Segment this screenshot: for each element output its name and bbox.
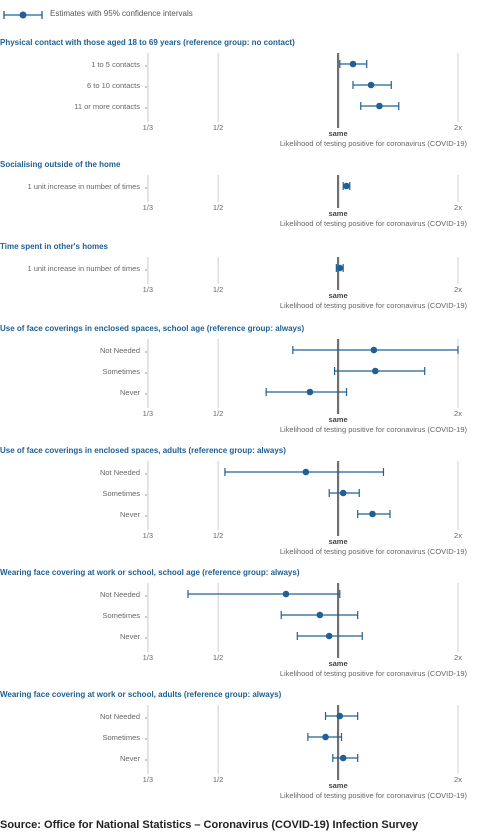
category-label: Never bbox=[120, 754, 141, 763]
category-label: Sometimes bbox=[102, 367, 140, 376]
category-label: Not Needed bbox=[100, 712, 140, 721]
panel-title: Wearing face covering at work or school,… bbox=[0, 568, 300, 577]
estimate-point bbox=[343, 182, 350, 190]
tick-label-same: same bbox=[328, 291, 347, 300]
tick-label: 1/2 bbox=[213, 775, 223, 784]
estimate-point bbox=[302, 468, 310, 476]
estimate-point bbox=[339, 489, 347, 497]
category-label: 1 unit increase in number of times bbox=[27, 264, 140, 273]
x-axis-label: Likelihood of testing positive for coron… bbox=[280, 791, 468, 800]
tick-label: 2x bbox=[454, 531, 462, 540]
estimate-point bbox=[339, 754, 347, 762]
category-label: 6 to 10 contacts bbox=[87, 81, 140, 90]
estimate-point bbox=[336, 264, 344, 272]
category-label: Never bbox=[120, 632, 141, 641]
panel-title: Use of face coverings in enclosed spaces… bbox=[0, 446, 286, 455]
legend-label: Estimates with 95% confidence intervals bbox=[50, 9, 193, 18]
category-label: Sometimes bbox=[102, 733, 140, 742]
x-axis-label: Likelihood of testing positive for coron… bbox=[280, 425, 468, 434]
category-label: Sometimes bbox=[102, 489, 140, 498]
tick-label: 1/3 bbox=[143, 409, 153, 418]
tick-label: 1/2 bbox=[213, 531, 223, 540]
estimate-point bbox=[370, 346, 378, 354]
category-label: 11 or more contacts bbox=[74, 102, 140, 111]
category-label: 1 unit increase in number of times bbox=[27, 182, 140, 191]
estimate-point bbox=[325, 632, 333, 640]
tick-label-same: same bbox=[328, 781, 347, 790]
estimate-point bbox=[367, 81, 375, 89]
tick-label: 1/3 bbox=[143, 203, 153, 212]
source-note: Source: Office for National Statistics –… bbox=[0, 819, 419, 831]
tick-label: 2x bbox=[454, 653, 462, 662]
panel-title: Use of face coverings in enclosed spaces… bbox=[0, 324, 304, 333]
tick-label: 2x bbox=[454, 203, 462, 212]
tick-label: 1/2 bbox=[213, 203, 223, 212]
legend: Estimates with 95% confidence intervals bbox=[0, 4, 478, 24]
tick-label: 1/3 bbox=[143, 775, 153, 784]
panel-title: Socialising outside of the home bbox=[0, 160, 121, 169]
category-label: Not Needed bbox=[100, 346, 140, 355]
legend-marker-icon bbox=[3, 11, 43, 19]
tick-label: 1/2 bbox=[213, 285, 223, 294]
x-axis-label: Likelihood of testing positive for coron… bbox=[280, 219, 468, 228]
tick-label: 2x bbox=[454, 409, 462, 418]
estimate-point bbox=[306, 388, 314, 396]
x-axis-label: Likelihood of testing positive for coron… bbox=[280, 139, 468, 148]
tick-label-same: same bbox=[328, 659, 347, 668]
estimate-point bbox=[376, 102, 383, 110]
tick-label: 2x bbox=[454, 775, 462, 784]
tick-label: 1/3 bbox=[143, 285, 153, 294]
estimate-point bbox=[369, 510, 376, 518]
category-label: Never bbox=[120, 388, 141, 397]
x-axis-label: Likelihood of testing positive for coron… bbox=[280, 669, 468, 678]
category-label: Never bbox=[120, 510, 141, 519]
estimate-point bbox=[316, 611, 324, 619]
tick-label: 2x bbox=[454, 123, 462, 132]
tick-label: 1/3 bbox=[143, 123, 153, 132]
x-axis-label: Likelihood of testing positive for coron… bbox=[280, 547, 468, 556]
estimate-point bbox=[349, 60, 357, 68]
category-label: Sometimes bbox=[102, 611, 140, 620]
estimate-point bbox=[282, 590, 290, 598]
tick-label-same: same bbox=[328, 537, 347, 546]
tick-label: 1/3 bbox=[143, 531, 153, 540]
panel-title: Wearing face covering at work or school,… bbox=[0, 690, 282, 699]
category-label: Not Needed bbox=[100, 468, 140, 477]
category-label: 1 to 5 contacts bbox=[91, 60, 140, 69]
panel-title: Physical contact with those aged 18 to 6… bbox=[0, 38, 295, 47]
estimate-point bbox=[336, 712, 344, 720]
estimate-point bbox=[322, 733, 329, 741]
tick-label: 1/3 bbox=[143, 653, 153, 662]
tick-label-same: same bbox=[328, 129, 347, 138]
tick-label: 2x bbox=[454, 285, 462, 294]
estimate-point bbox=[371, 367, 379, 375]
category-label: Not Needed bbox=[100, 590, 140, 599]
tick-label-same: same bbox=[328, 415, 347, 424]
tick-label: 1/2 bbox=[213, 123, 223, 132]
tick-label: 1/2 bbox=[213, 409, 223, 418]
x-axis-label: Likelihood of testing positive for coron… bbox=[280, 301, 468, 310]
tick-label: 1/2 bbox=[213, 653, 223, 662]
tick-label-same: same bbox=[328, 209, 347, 218]
panel-title: Time spent in other's homes bbox=[0, 242, 109, 251]
